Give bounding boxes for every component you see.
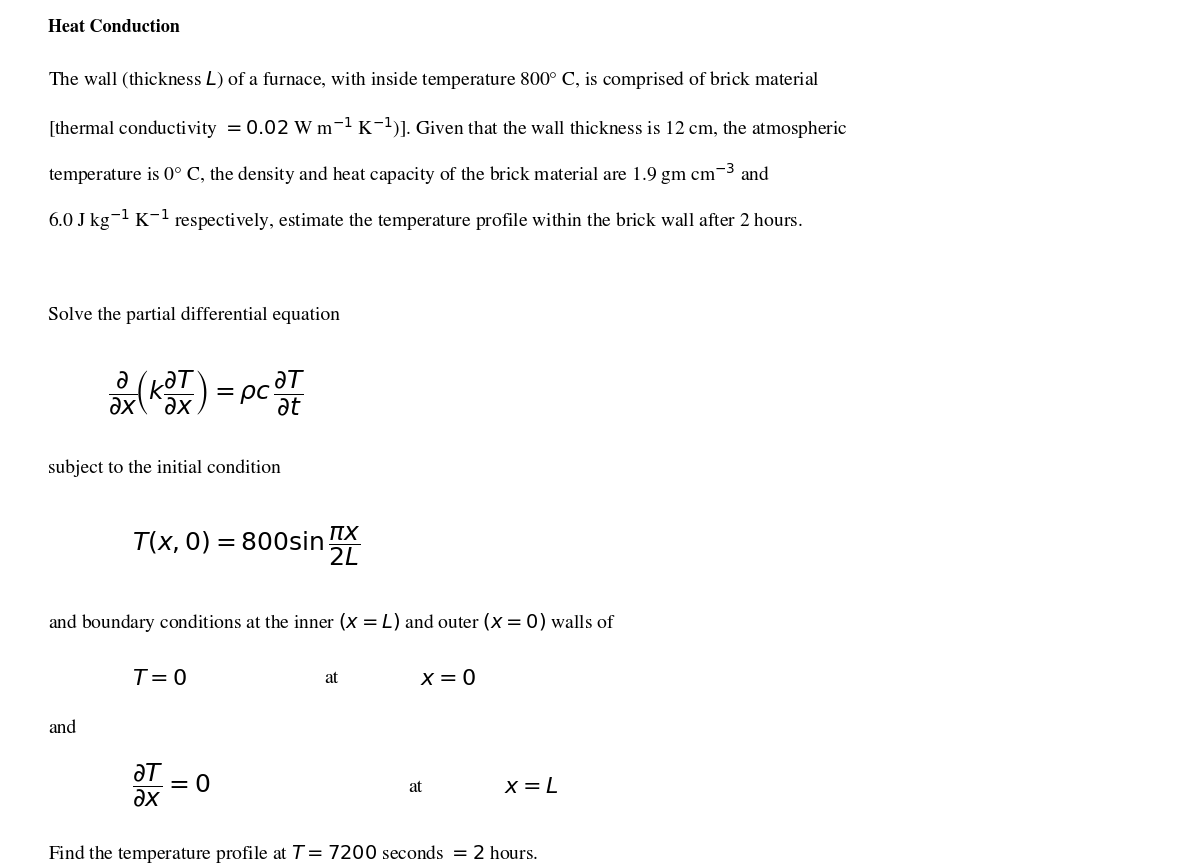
Text: Heat Conduction: Heat Conduction <box>48 19 180 36</box>
Text: temperature is 0° C, the density and heat capacity of the brick material are 1.9: temperature is 0° C, the density and hea… <box>48 161 770 187</box>
Text: 6.0 J kg$^{-1}$ K$^{-1}$ respectively, estimate the temperature profile within t: 6.0 J kg$^{-1}$ K$^{-1}$ respectively, e… <box>48 207 803 233</box>
Text: $x = 0$: $x = 0$ <box>420 670 476 689</box>
Text: at: at <box>408 778 422 796</box>
Text: Find the temperature profile at $T = 7200$ seconds $= 2$ hours.: Find the temperature profile at $T = 720… <box>48 843 538 865</box>
Text: $\dfrac{\partial}{\partial x}\!\left(k\dfrac{\partial T}{\partial x}\right) = \r: $\dfrac{\partial}{\partial x}\!\left(k\d… <box>108 368 305 418</box>
Text: and: and <box>48 720 77 737</box>
Text: at: at <box>324 670 338 687</box>
Text: $T = 0$: $T = 0$ <box>132 670 187 689</box>
Text: $T(x,0) = 800\sin\dfrac{\pi x}{2L}$: $T(x,0) = 800\sin\dfrac{\pi x}{2L}$ <box>132 524 361 568</box>
Text: and boundary conditions at the inner $(x = L)$ and outer $(x = 0)$ walls of: and boundary conditions at the inner $(x… <box>48 611 616 634</box>
Text: subject to the initial condition: subject to the initial condition <box>48 459 281 477</box>
Text: The wall (thickness $L$) of a furnace, with inside temperature 800° C, is compri: The wall (thickness $L$) of a furnace, w… <box>48 69 820 91</box>
Text: $\dfrac{\partial T}{\partial x} = 0$: $\dfrac{\partial T}{\partial x} = 0$ <box>132 761 210 809</box>
Text: Solve the partial differential equation: Solve the partial differential equation <box>48 306 340 324</box>
Text: [thermal conductivity $= 0.02$ W m$^{-1}$ K$^{-1}$)]. Given that the wall thickn: [thermal conductivity $= 0.02$ W m$^{-1}… <box>48 115 848 141</box>
Text: $x = L$: $x = L$ <box>504 778 558 798</box>
